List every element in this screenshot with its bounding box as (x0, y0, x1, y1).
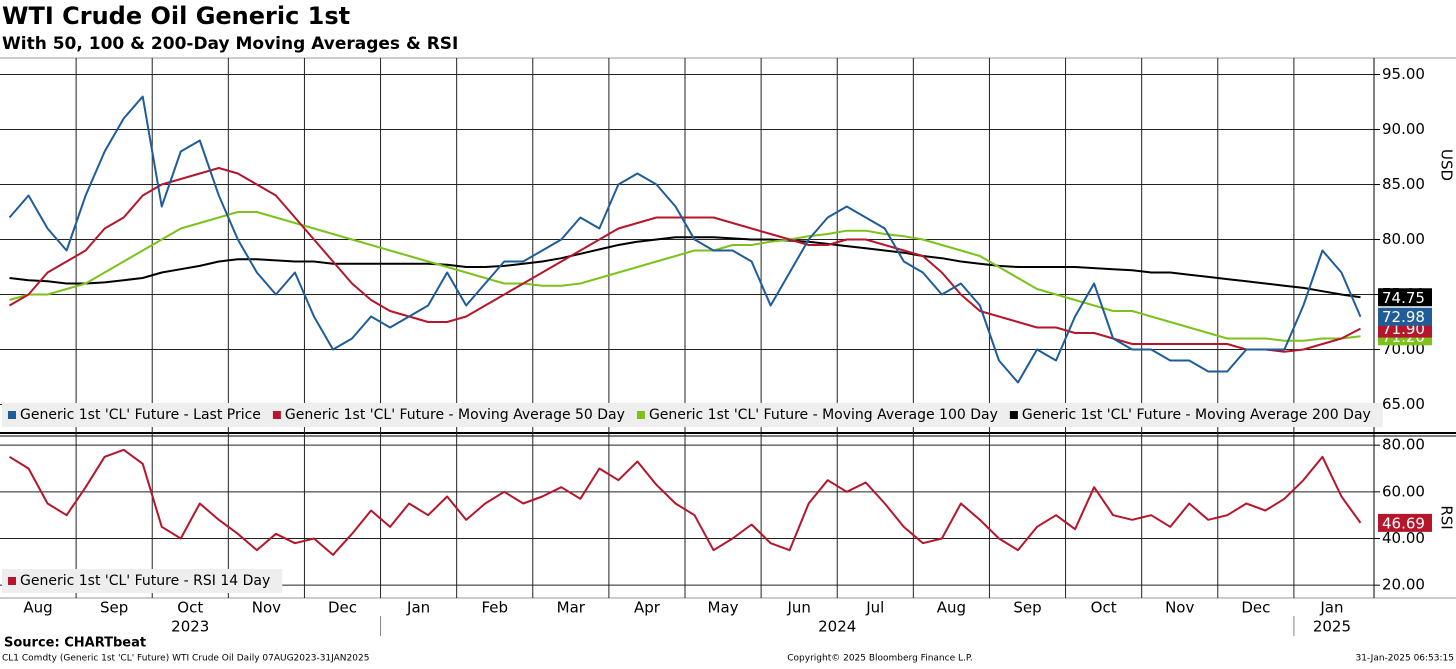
series-line (9, 236, 1361, 299)
last-value-label: 74.75 (1382, 289, 1425, 307)
y-tick-label: 90.00 (1382, 120, 1425, 138)
legend-label: Generic 1st 'CL' Future - Moving Average… (285, 407, 625, 423)
x-tick-label: Apr (634, 599, 661, 617)
last-value-box (1378, 307, 1432, 326)
chart-title: WTI Crude Oil Generic 1st (2, 2, 350, 30)
y-tick-label: 85.00 (1382, 175, 1425, 193)
y-tick-label: 80.00 (1382, 230, 1425, 248)
x-tick-label: Jul (865, 599, 884, 617)
year-label: 2025 (1313, 618, 1351, 636)
y-tick-label: 65.00 (1382, 395, 1425, 413)
series-line (9, 211, 1361, 342)
x-tick-label: Oct (177, 599, 203, 617)
legend: Generic 1st 'CL' Future - Last Price Gene… (2, 403, 1383, 427)
y-tick-label: 40.00 (1382, 529, 1425, 547)
last-value-box (1378, 513, 1432, 532)
x-tick-label: Aug (937, 599, 966, 617)
y-tick-label: 60.00 (1382, 482, 1425, 500)
last-value-label: 72.98 (1382, 308, 1425, 326)
source: Source: CHARTbeat (4, 636, 146, 651)
legend-label: Generic 1st 'CL' Future - RSI 14 Day (20, 573, 270, 589)
legend-swatch (8, 577, 16, 585)
x-tick-label: Oct (1091, 599, 1117, 617)
series-line (9, 167, 1361, 353)
legend-swatch (1009, 411, 1018, 419)
x-tick-label: Jan (406, 599, 430, 617)
x-tick-label: Nov (252, 599, 281, 617)
legend-label: Generic 1st 'CL' Future - Moving Average… (1022, 407, 1371, 423)
x-tick-label: Jan (1319, 599, 1343, 617)
legend-label: Generic 1st 'CL' Future - Moving Average… (649, 407, 998, 423)
y-tick-label: 20.00 (1382, 576, 1425, 594)
legend-swatch (636, 411, 645, 419)
footer-left: CL1 Comdty (Generic 1st 'CL' Future) WTI… (2, 654, 369, 664)
x-tick-label: Sep (100, 599, 128, 617)
year-label: 2024 (818, 618, 856, 636)
legend-background (2, 403, 1383, 427)
legend-background (2, 569, 283, 593)
x-tick-label: Aug (23, 599, 52, 617)
legend: Generic 1st 'CL' Future - RSI 14 Day (2, 569, 283, 593)
x-tick-label: Feb (481, 599, 508, 617)
x-tick-label: Sep (1013, 599, 1041, 617)
legend-swatch (272, 411, 281, 419)
y-tick-label: 80.00 (1382, 436, 1425, 454)
legend-label: Generic 1st 'CL' Future - Last Price (20, 407, 261, 423)
x-tick-label: Dec (328, 599, 357, 617)
chart-subtitle: With 50, 100 & 200-Day Moving Averages &… (2, 34, 458, 54)
year-label: 2023 (171, 618, 209, 636)
series-line (8, 448, 1362, 556)
x-tick-label: Dec (1241, 599, 1270, 617)
series-line (8, 95, 1362, 384)
y-axis-label: USD (1438, 149, 1456, 181)
x-tick-label: Mar (557, 599, 586, 617)
footer-right: 31-Jan-2025 06:53:15 (1355, 654, 1454, 664)
last-value-box (1378, 288, 1432, 307)
last-value-label: 46.69 (1382, 514, 1425, 532)
x-tick-label: Jun (786, 599, 810, 617)
x-tick-label: Nov (1165, 599, 1194, 617)
footer-center: Copyright© 2025 Bloomberg Finance L.P. (787, 654, 972, 664)
y-axis-label: RSI (1438, 505, 1456, 529)
x-tick-label: May (708, 599, 739, 617)
y-tick-label: 95.00 (1382, 65, 1425, 83)
legend-swatch (8, 411, 16, 419)
